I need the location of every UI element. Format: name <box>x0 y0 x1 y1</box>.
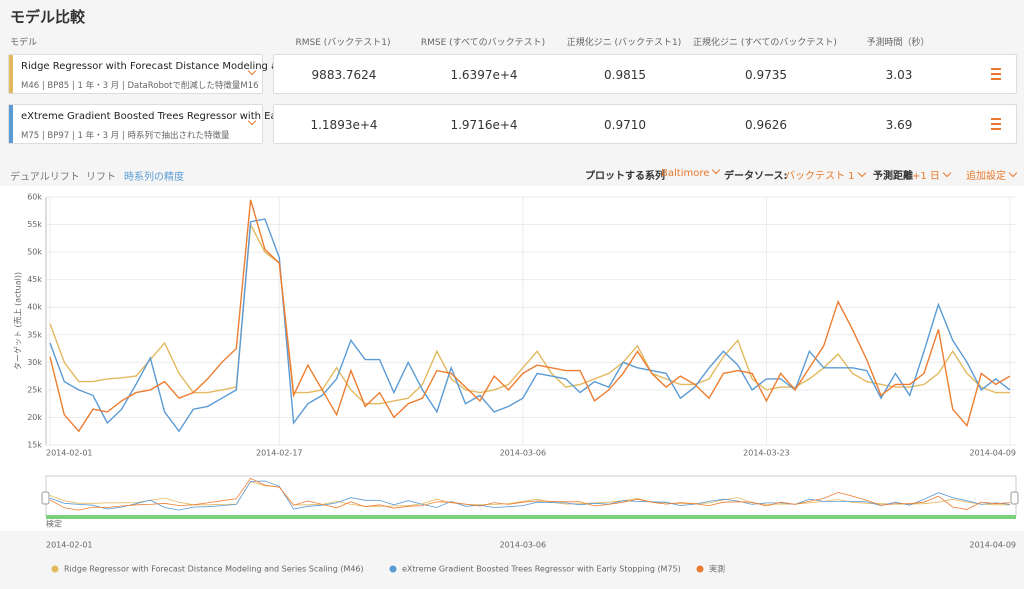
model-name: Ridge Regressor with Forecast Distance M… <box>21 61 287 72</box>
x-tick-label: 2014-04-09 <box>970 449 1017 458</box>
x-tick-label: 2014-02-17 <box>256 449 303 458</box>
metric-value: 0.9815 <box>604 68 646 82</box>
model-detail: M75 | BP97 | 1 年・3 月 | 時系列で抽出された特徴量 <box>21 131 230 141</box>
y-tick-label: 35k <box>27 330 42 339</box>
metric-value: 0.9710 <box>604 118 646 132</box>
metrics-card: 9883.7624 1.6397e+4 0.9815 0.9735 3.03 <box>273 54 1017 94</box>
nav-handle[interactable] <box>41 491 50 505</box>
model-card[interactable]: eXtreme Gradient Boosted Trees Regressor… <box>8 104 289 144</box>
navigator-band <box>46 515 1016 519</box>
y-tick-label: 40k <box>27 303 42 312</box>
column-header: モデル <box>10 38 38 48</box>
navigator <box>45 475 1017 517</box>
y-tick-label: 50k <box>27 248 42 257</box>
control-value[interactable]: +1 日 <box>912 167 954 182</box>
metrics-card: 1.1893e+4 1.9716e+4 0.9710 0.9626 3.69 <box>273 104 1017 144</box>
control-text: +1 日 <box>912 171 940 182</box>
model-detail: M46 | BP85 | 1 年・3 月 | DataRobotで削減した特徴量… <box>21 81 259 91</box>
navigator-line <box>49 480 1011 511</box>
y-tick-label: 45k <box>27 275 42 284</box>
navigator-tick-label: 2014-02-01 <box>46 541 93 550</box>
navigator-tick-label: 2014-03-06 <box>500 541 547 550</box>
y-axis-label: ターゲット (売上 (actual)) <box>13 272 23 370</box>
model-card[interactable]: Ridge Regressor with Forecast Distance M… <box>8 54 287 94</box>
control-text: 追加設定 <box>966 171 1006 182</box>
control-value[interactable]: Baltimore <box>661 165 723 179</box>
model-color <box>9 55 13 93</box>
series-line <box>49 218 1011 433</box>
navigator-label: 検定 <box>46 519 62 529</box>
page-title: モデル比較 <box>10 8 86 26</box>
column-header: 正規化ジニ (すべてのバックテスト) <box>693 38 837 48</box>
x-tick-label: 2014-03-23 <box>743 449 790 458</box>
legend-label: 実測 <box>709 564 725 574</box>
y-tick-label: 15k <box>27 441 42 450</box>
menu-icon[interactable] <box>991 118 1001 130</box>
column-header: 正規化ジニ (バックテスト1) <box>566 38 682 48</box>
x-tick-label: 2014-03-06 <box>500 449 547 458</box>
navigator-tick-label: 2014-04-09 <box>970 541 1017 550</box>
tab[interactable]: デュアルリフト <box>10 172 80 183</box>
y-tick-label: 55k <box>27 220 42 229</box>
legend-label: eXtreme Gradient Boosted Trees Regressor… <box>402 565 681 574</box>
series-line <box>49 222 1010 405</box>
metric-value: 3.03 <box>885 68 913 82</box>
column-header: 予測時間（秒） <box>866 38 930 48</box>
metric-value: 3.69 <box>885 118 913 132</box>
control-label: データソース: <box>724 171 788 182</box>
x-tick-label: 2014-02-01 <box>46 449 93 458</box>
chart-panel <box>0 186 1024 531</box>
control-text: バックテスト 1 <box>785 171 855 182</box>
legend-label: Ridge Regressor with Forecast Distance M… <box>64 565 364 574</box>
metric-value: 1.9716e+4 <box>450 118 518 132</box>
legend-marker <box>51 565 59 573</box>
settings[interactable]: 追加設定 <box>966 167 1020 182</box>
nav-handle[interactable] <box>1010 491 1019 505</box>
metric-value: 0.9735 <box>745 68 787 82</box>
y-tick-label: 20k <box>27 413 42 422</box>
model-name: eXtreme Gradient Boosted Trees Regressor… <box>21 111 290 122</box>
control-label: 予測距離 <box>873 171 913 182</box>
metric-value: 9883.7624 <box>311 68 377 82</box>
legend-marker <box>389 565 397 573</box>
control-label: プロットする系列 <box>585 171 665 182</box>
column-header: RMSE (すべてのバックテスト) <box>420 38 546 48</box>
metric-value: 0.9626 <box>745 118 787 132</box>
control-text: Baltimore <box>661 168 710 179</box>
menu-icon[interactable] <box>991 68 1001 80</box>
control-value[interactable]: バックテスト 1 <box>785 167 869 182</box>
series-line <box>49 199 1011 433</box>
y-tick-label: 60k <box>27 193 42 202</box>
y-tick-label: 30k <box>27 358 42 367</box>
column-header: RMSE (バックテスト1) <box>295 38 391 48</box>
tab[interactable]: 時系列の精度 <box>124 172 184 183</box>
model-color <box>9 105 13 143</box>
navigator-line <box>49 477 1011 511</box>
legend-marker <box>696 565 704 573</box>
y-tick-label: 25k <box>27 385 42 394</box>
tab[interactable]: リフト <box>86 172 116 183</box>
metric-value: 1.6397e+4 <box>450 68 518 82</box>
metric-value: 1.1893e+4 <box>310 118 378 132</box>
